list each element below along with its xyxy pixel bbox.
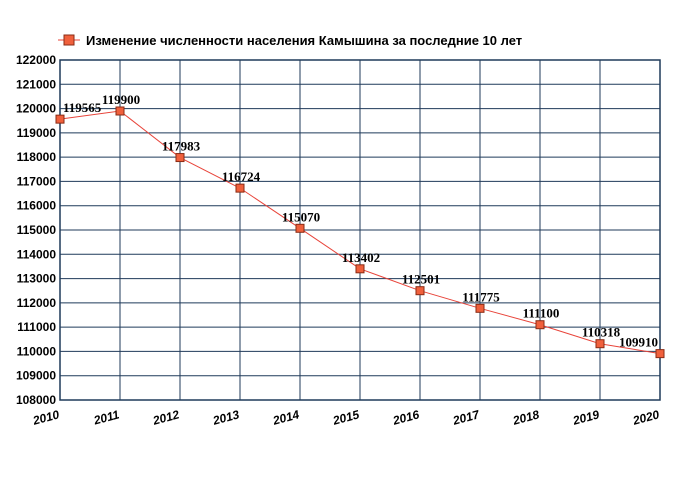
y-axis-ticks: 108000 109000 110000 111000 112000 113000 1140… — [16, 53, 56, 407]
x-tick-label: 2012 — [150, 407, 181, 428]
x-tick-label: 2019 — [570, 407, 601, 428]
y-tick-label: 111000 — [17, 320, 56, 334]
series-population — [55, 106, 665, 359]
data-point — [655, 349, 665, 359]
data-label: 112501 — [402, 272, 440, 287]
y-tick-label: 120000 — [16, 102, 56, 116]
data-point — [415, 286, 425, 296]
data-point — [595, 339, 605, 349]
x-tick-label: 2010 — [30, 407, 61, 428]
x-tick-label: 2014 — [270, 407, 301, 428]
data-point — [235, 183, 245, 193]
grid — [59, 59, 661, 401]
data-label: 111100 — [523, 306, 560, 321]
y-tick-label: 114000 — [17, 247, 57, 261]
x-axis-ticks: 2010 2011 2012 2013 2014 2015 2016 2017 2018 2019… — [30, 407, 661, 428]
data-point — [295, 223, 305, 233]
y-tick-label: 115000 — [17, 223, 57, 237]
data-label: 116724 — [222, 169, 261, 184]
y-tick-label: 118000 — [17, 150, 57, 164]
y-tick-label: 117000 — [17, 174, 57, 188]
data-point — [115, 106, 125, 116]
data-label: 119900 — [102, 92, 140, 107]
x-tick-label: 2015 — [330, 407, 361, 428]
y-tick-label: 116000 — [17, 199, 57, 213]
x-tick-label: 2017 — [450, 407, 482, 428]
x-tick-label: 2018 — [510, 407, 541, 428]
data-point — [55, 114, 65, 124]
data-label: 110318 — [582, 325, 621, 340]
data-label: 115070 — [282, 209, 320, 224]
data-label: 117983 — [162, 139, 201, 154]
y-tick-label: 110000 — [17, 344, 57, 358]
y-tick-label: 108000 — [16, 393, 56, 407]
x-tick-label: 2016 — [390, 407, 421, 428]
y-tick-label: 119000 — [17, 126, 57, 140]
legend: Изменение численности населения Камышина… — [58, 33, 522, 48]
legend-marker — [63, 34, 75, 46]
x-tick-label: 2013 — [210, 407, 241, 428]
legend-label: Изменение численности населения Камышина… — [86, 33, 522, 48]
data-point — [355, 264, 365, 274]
y-tick-label: 121000 — [16, 77, 56, 91]
plot-area — [59, 59, 661, 401]
data-point — [535, 320, 545, 330]
data-label: 111775 — [462, 289, 500, 304]
y-tick-label: 113000 — [17, 272, 57, 286]
data-label: 113402 — [342, 250, 380, 265]
data-point — [475, 303, 485, 313]
x-tick-label: 2020 — [630, 407, 661, 428]
x-tick-label: 2011 — [91, 407, 121, 428]
y-tick-label: 112000 — [17, 296, 57, 310]
data-point — [175, 153, 185, 163]
data-label: 109910 — [619, 335, 658, 350]
y-tick-label: 122000 — [16, 53, 56, 67]
data-label: 119565 — [63, 100, 102, 115]
y-tick-label: 109000 — [16, 369, 56, 383]
